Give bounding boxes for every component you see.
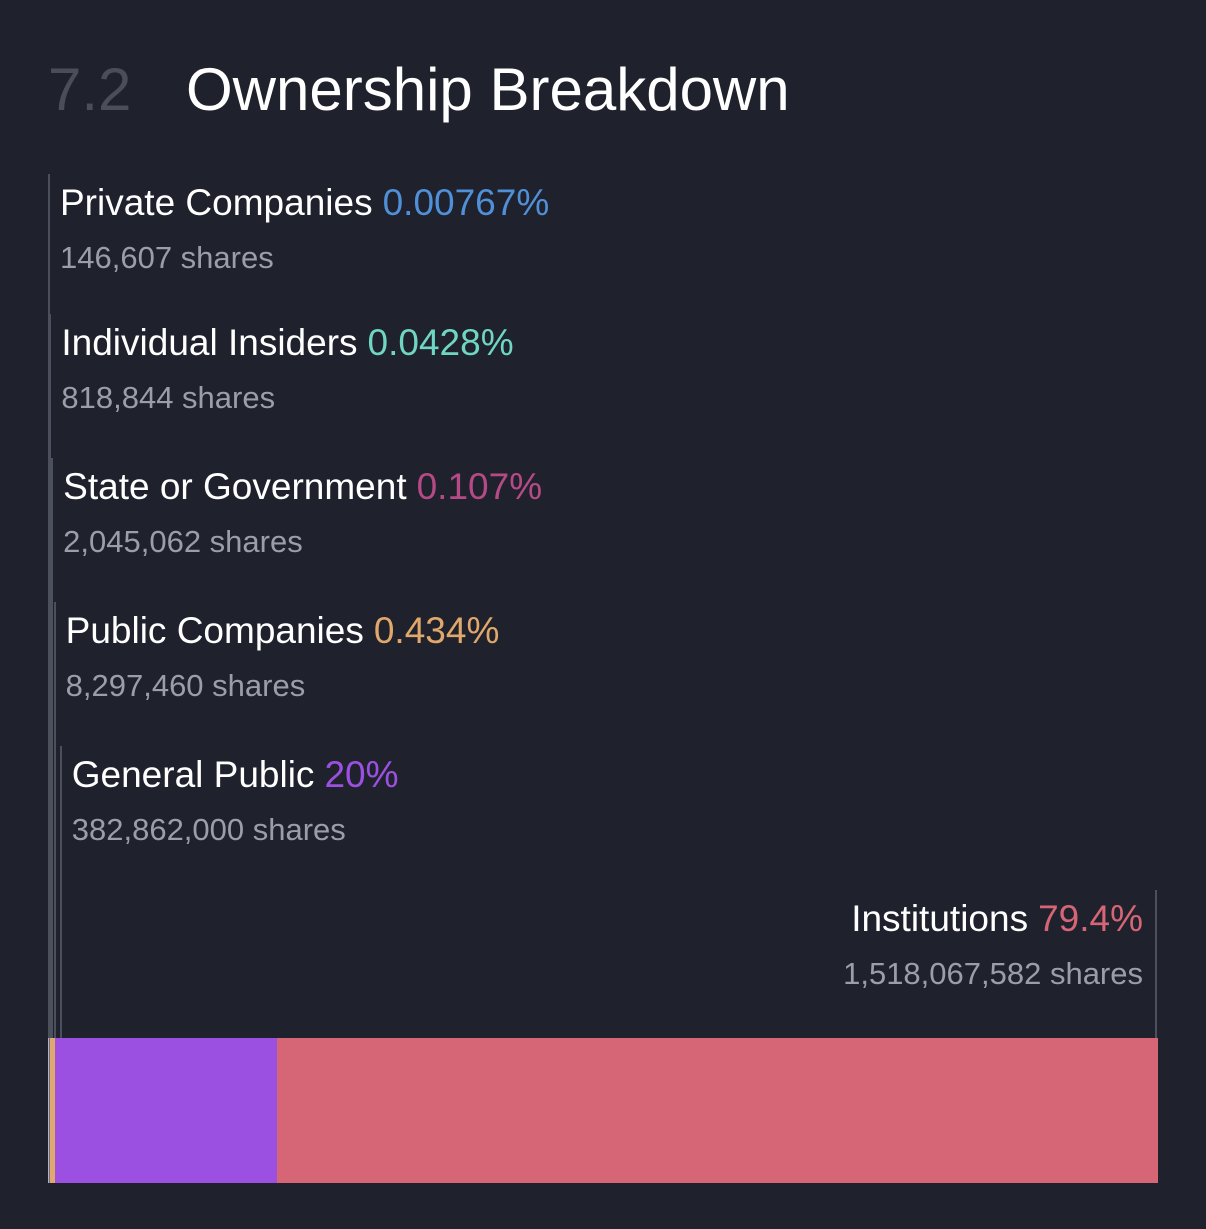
page-title: Ownership Breakdown — [186, 56, 790, 123]
data-label-percent: 0.00767% — [382, 182, 550, 223]
label-public-companies: Public Companies 0.434% 8,297,460 shares — [66, 608, 500, 706]
stacked-bar — [48, 1038, 1158, 1183]
category-name: General Public — [71, 754, 315, 795]
data-label-percent: 20% — [324, 754, 399, 795]
leader-line-institutions — [1155, 890, 1157, 1038]
shares-count: 818,844 shares — [61, 380, 276, 415]
category-name: Public Companies — [65, 610, 364, 651]
shares-count: 146,607 shares — [60, 240, 274, 275]
leader-line-general-public — [59, 746, 62, 1038]
category-name: Private Companies — [60, 182, 373, 223]
leader-line-individual-insiders — [49, 314, 52, 1038]
label-institutions: Institutions 79.4% 1,518,067,582 shares — [843, 896, 1143, 994]
data-label-percent: 0.434% — [373, 610, 500, 651]
bar-segment-state-or-government — [48, 1038, 50, 1183]
category-name: State or Government — [63, 466, 407, 507]
bar-segment-institutions — [276, 1038, 1158, 1183]
category-name: Individual Insiders — [61, 322, 358, 363]
label-private-companies: Private Companies 0.00767% 146,607 shares — [60, 180, 549, 278]
section-number: 7.2 — [48, 56, 132, 123]
label-individual-insiders: Individual Insiders 0.0428% 818,844 shares — [61, 320, 513, 418]
leader-line-state-or-government — [51, 458, 54, 1038]
label-state-or-government: State or Government 0.107% 2,045,062 share… — [63, 464, 542, 562]
shares-count: 382,862,000 shares — [71, 812, 346, 847]
data-label-percent: 79.4% — [1038, 898, 1143, 939]
shares-count: 1,518,067,582 shares — [843, 956, 1143, 991]
shares-count: 2,045,062 shares — [63, 524, 303, 559]
bar-segment-general-public — [54, 1038, 277, 1183]
section-header: 7.2 Ownership Breakdown — [48, 52, 790, 132]
shares-count: 8,297,460 shares — [65, 668, 306, 703]
data-label-percent: 0.107% — [416, 466, 543, 507]
data-label-percent: 0.0428% — [367, 322, 514, 363]
bar-segment-public-companies — [49, 1038, 55, 1183]
leader-line-private-companies — [48, 174, 50, 1038]
label-general-public: General Public 20% 382,862,000 shares — [72, 752, 399, 850]
category-name: Institutions — [851, 898, 1029, 939]
leader-line-public-companies — [53, 602, 56, 1038]
